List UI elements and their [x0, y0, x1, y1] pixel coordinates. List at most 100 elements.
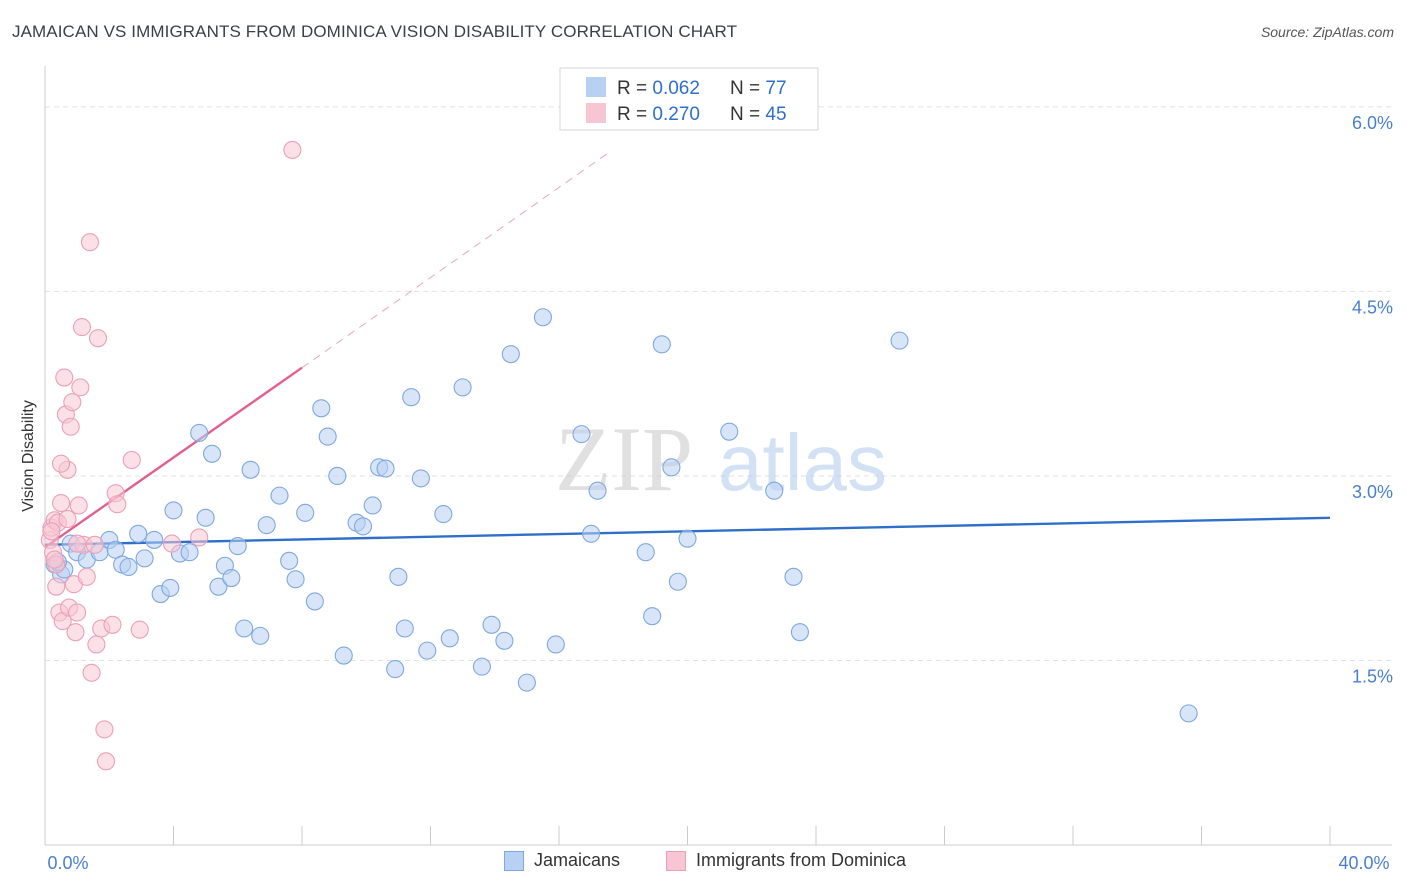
point-jamaicans: [296, 503, 315, 522]
point-dominica: [88, 329, 108, 348]
point-jamaicans: [678, 529, 697, 548]
point-jamaicans: [662, 458, 681, 477]
point-jamaicans: [411, 469, 430, 488]
point-jamaicans: [129, 524, 148, 543]
legend-swatch-dominica: [586, 103, 606, 123]
point-dominica: [72, 318, 91, 337]
chart-source: Source: ZipAtlas.com: [1260, 24, 1394, 40]
point-dominica: [52, 493, 71, 513]
point-jamaicans: [668, 572, 687, 591]
point-dominica: [68, 603, 87, 622]
point-jamaicans: [241, 460, 260, 479]
point-jamaicans: [119, 557, 138, 577]
legend-label: Immigrants from Dominica: [696, 850, 907, 870]
point-jamaicans: [235, 619, 254, 638]
point-dominica: [71, 378, 90, 397]
point-jamaicans: [636, 543, 655, 562]
point-dominica: [45, 550, 64, 569]
point-jamaicans: [180, 543, 199, 562]
point-jamaicans: [652, 335, 671, 354]
point-dominica: [69, 496, 88, 515]
point-jamaicans: [418, 641, 437, 660]
point-jamaicans: [257, 516, 276, 535]
point-jamaicans: [161, 578, 180, 597]
legend-n-label-1: N =: [730, 78, 765, 99]
x-tick-label: 40.0%: [1338, 853, 1389, 873]
legend-swatch: [666, 850, 686, 871]
point-jamaicans: [286, 570, 305, 589]
legend-n-label-2: N =: [730, 104, 765, 125]
point-jamaicans: [784, 567, 803, 586]
point-jamaicans: [312, 399, 331, 418]
point-jamaicans: [517, 673, 536, 692]
legend-swatch: [504, 850, 524, 871]
point-jamaicans: [270, 486, 289, 505]
point-dominica: [162, 534, 181, 553]
point-jamaicans: [389, 567, 408, 586]
y-tick-label: 3.0%: [1352, 482, 1393, 502]
point-dominica: [63, 393, 82, 412]
point-dominica: [52, 454, 71, 473]
point-jamaicans: [501, 345, 520, 364]
legend-item-jamaicans[interactable]: Jamaicans: [504, 850, 620, 871]
point-dominica: [85, 535, 104, 554]
trend-line-dominica: [44, 366, 303, 549]
point-dominica: [61, 417, 80, 436]
legend-series: Jamaicans Immigrants from Dominica: [0, 850, 1406, 880]
legend-r-label-1: R =: [617, 78, 652, 99]
grid-lines: [45, 106, 1392, 661]
x-tick-label: 0.0%: [47, 853, 88, 873]
point-jamaicans: [164, 501, 183, 520]
point-jamaicans: [395, 619, 414, 638]
point-dominica: [130, 620, 149, 639]
point-jamaicans: [280, 551, 299, 570]
point-jamaicans: [353, 517, 373, 536]
y-tick-label: 6.0%: [1352, 113, 1393, 133]
axes: [44, 66, 1392, 846]
point-jamaicans: [1179, 704, 1198, 723]
point-jamaicans: [890, 331, 909, 350]
point-dominica: [87, 635, 106, 654]
legend-item-dominica[interactable]: Immigrants from Dominica: [666, 850, 906, 871]
point-dominica: [55, 368, 74, 387]
legend-r-value-2: 0.270: [652, 104, 700, 125]
point-jamaicans: [196, 508, 215, 527]
legend-swatch-jamaicans: [586, 77, 606, 97]
legend-r-label-2: R =: [617, 104, 652, 125]
svg-text:N = 45: N = 45: [730, 104, 787, 125]
point-dominica: [47, 577, 66, 596]
data-points: [40, 140, 1198, 771]
point-jamaicans: [305, 592, 324, 611]
point-jamaicans: [472, 657, 491, 676]
point-jamaicans: [251, 626, 270, 645]
point-jamaicans: [222, 569, 241, 588]
point-jamaicans: [386, 660, 405, 679]
point-dominica: [42, 522, 61, 541]
y-tick-label: 4.5%: [1352, 297, 1393, 317]
point-jamaicans: [790, 623, 809, 642]
legend-n-value-1: 77: [765, 78, 786, 99]
point-dominica: [82, 663, 101, 682]
point-jamaicans: [453, 378, 472, 397]
point-jamaicans: [582, 524, 601, 543]
point-jamaicans: [495, 631, 514, 650]
point-jamaicans: [588, 481, 607, 500]
svg-text:R = 0.062: R = 0.062: [617, 78, 700, 99]
legend-n-value-2: 45: [765, 104, 786, 125]
chart-title: JAMAICAN VS IMMIGRANTS FROM DOMINICA VIS…: [12, 22, 738, 41]
point-jamaicans: [190, 423, 209, 442]
svg-text:N = 77: N = 77: [730, 78, 787, 99]
point-dominica: [283, 140, 302, 160]
y-axis-label: Vision Disability: [20, 400, 37, 512]
point-jamaicans: [720, 422, 739, 441]
legend-r-value-1: 0.062: [652, 78, 700, 99]
point-jamaicans: [203, 444, 222, 463]
point-dominica: [96, 752, 116, 771]
point-jamaicans: [135, 549, 154, 568]
point-dominica: [80, 233, 100, 252]
point-dominica: [77, 567, 96, 586]
point-dominica: [122, 450, 141, 470]
point-dominica: [66, 623, 85, 642]
point-jamaicans: [318, 427, 337, 446]
